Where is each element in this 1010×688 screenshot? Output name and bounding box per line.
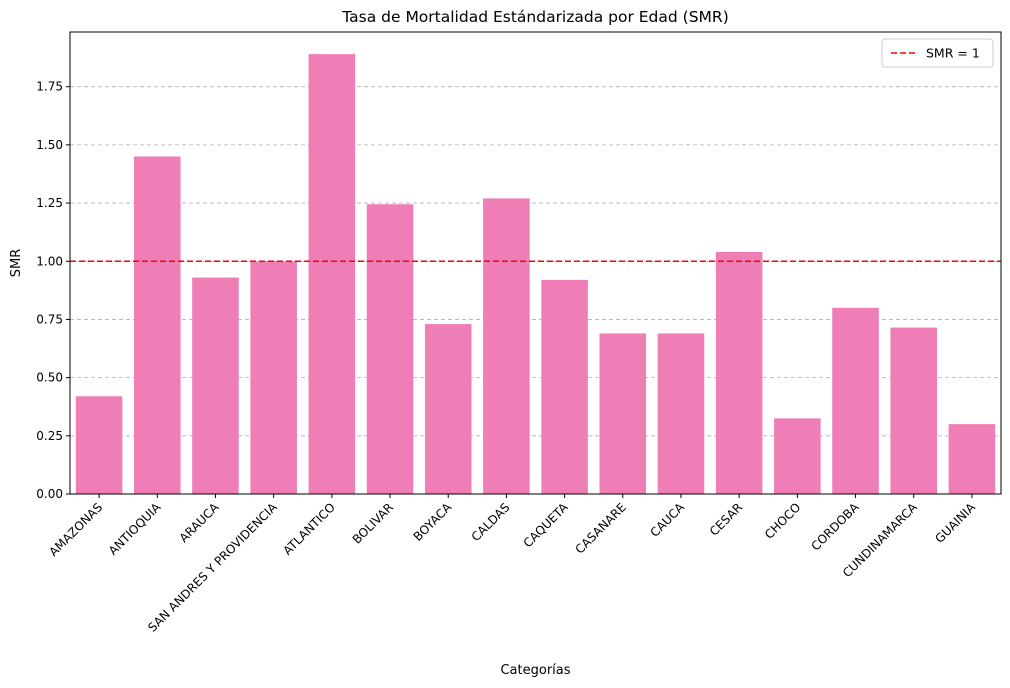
x-tick-label: ATLANTICO	[280, 500, 338, 558]
x-tick-label: BOYACA	[411, 500, 455, 544]
y-tick-label: 0.00	[36, 487, 63, 501]
x-tick-label: CALDAS	[469, 500, 513, 544]
bar-amazonas	[75, 396, 123, 494]
y-axis-label: SMR	[9, 249, 24, 278]
x-tick-label: SAN ANDRES Y PROVIDENCIA	[145, 500, 280, 635]
x-tick-label: CASANARE	[573, 500, 629, 556]
bar-san-andres-y-providencia	[250, 261, 297, 494]
x-tick-label: GUAINIA	[932, 500, 978, 546]
bar-cauca	[657, 333, 705, 494]
bar-bolivar	[366, 204, 414, 494]
y-tick-label: 0.25	[36, 429, 63, 443]
bars	[75, 54, 996, 495]
x-tick-label: CESAR	[707, 500, 745, 538]
bar-choco	[774, 418, 821, 494]
x-tick-label: ARAUCA	[177, 500, 223, 546]
bar-caqueta	[541, 279, 588, 494]
bar-guainia	[948, 424, 996, 494]
y-tick-label: 1.00	[36, 254, 63, 268]
x-tick-label: AMAZONAS	[46, 500, 105, 559]
y-axis: 0.00 0.25 0.50 0.75 1.00 1.25 1.50 1.75	[36, 80, 70, 501]
plot-frame	[69, 31, 1002, 495]
bar-antioquia	[134, 156, 181, 494]
x-tick-label: ANTIOQUIA	[106, 500, 164, 558]
bar-arauca	[192, 277, 239, 494]
x-tick-label: CAUCA	[648, 500, 688, 540]
bar-boyaca	[424, 324, 472, 494]
bar-cordoba	[832, 307, 879, 494]
x-tick-label: BOLIVAR	[350, 500, 396, 546]
y-tick-label: 1.75	[36, 80, 63, 94]
bar-casanare	[599, 333, 647, 494]
bar-cesar	[715, 251, 763, 494]
x-tick-label: CORDOBA	[808, 500, 862, 554]
chart-title: Tasa de Mortalidad Estándarizada por Eda…	[341, 8, 729, 26]
legend-label-reference-line: SMR = 1	[926, 46, 980, 61]
bar-atlantico	[308, 54, 356, 494]
y-tick-label: 1.25	[36, 196, 63, 210]
y-tick-label: 0.75	[36, 312, 63, 326]
y-tick-label: 1.50	[36, 138, 63, 152]
x-axis-label: Categorías	[500, 663, 570, 678]
y-tick-label: 0.50	[36, 371, 63, 385]
bar-cundinamarca	[890, 327, 937, 494]
x-tick-label: CHOCO	[762, 500, 803, 541]
x-tick-label: CAQUETA	[521, 500, 572, 551]
legend-box	[881, 38, 994, 68]
bar-caldas	[483, 198, 530, 495]
legend: SMR = 1	[881, 38, 994, 68]
